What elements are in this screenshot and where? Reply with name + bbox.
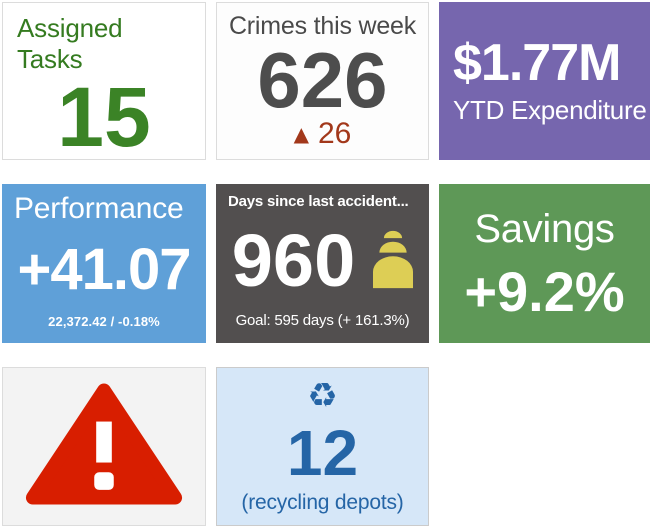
performance-card: Performance +41.07 22,372.42 / -0.18% (2, 184, 206, 343)
crimes-value: 626 (257, 36, 388, 124)
assigned-tasks-card: Assigned Tasks 15 (2, 2, 206, 160)
crimes-delta-value: 26 (318, 117, 352, 150)
recycling-value-area: 12 (287, 415, 358, 491)
recycling-card: ♻ 12 (recycling depots) (216, 367, 429, 526)
recycling-label: (recycling depots) (241, 491, 404, 514)
recycling-value: 12 (286, 417, 359, 490)
expenditure-value: $1.77M (453, 33, 621, 92)
accident-goal: Goal: 595 days (+ 161.3%) (235, 312, 410, 329)
assigned-tasks-value: 15 (57, 70, 151, 160)
crimes-this-week-card: Crimes this week 626 ▲ 26 (216, 2, 429, 160)
up-triangle-icon: ▲ (293, 122, 309, 146)
accident-title: Days since last accident... (228, 193, 409, 210)
days-since-accident-card: Days since last accident... 960 Goal: 59… (216, 184, 429, 343)
savings-title: Savings (474, 207, 615, 251)
warning-triangle-icon (23, 380, 185, 513)
savings-value: +9.2% (464, 260, 625, 323)
accident-value: 960 (231, 219, 356, 302)
crimes-value-area: 626 (257, 41, 387, 119)
performance-title: Performance (14, 192, 184, 225)
assigned-tasks-value-area: 15 (17, 75, 191, 159)
crimes-title: Crimes this week (228, 12, 417, 40)
crimes-delta: ▲ 26 (294, 119, 352, 149)
performance-value-area: +41.07 (14, 226, 194, 314)
assigned-tasks-title: Assigned Tasks (17, 13, 123, 74)
expenditure-label: YTD Expenditure (453, 95, 647, 126)
alert-card (2, 367, 206, 526)
recycle-icon: ♻ (307, 376, 338, 416)
savings-card: Savings +9.2% (439, 184, 650, 343)
performance-detail: 22,372.42 / -0.18% (48, 314, 160, 329)
worker-icon (373, 229, 414, 294)
performance-value: +41.07 (17, 237, 191, 302)
accident-value-area: 960 (228, 210, 417, 312)
ytd-expenditure-card: $1.77M YTD Expenditure (439, 2, 650, 160)
